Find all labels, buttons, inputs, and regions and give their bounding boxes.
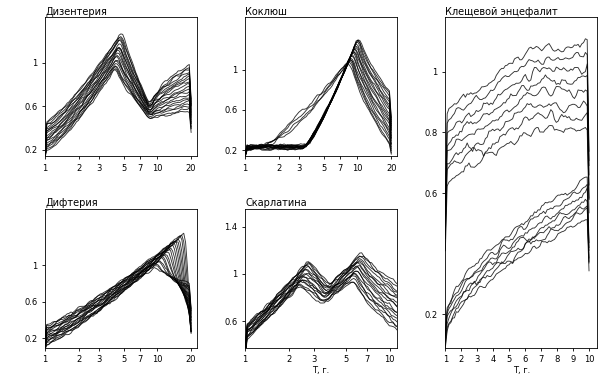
Text: Скарлатина: Скарлатина bbox=[245, 198, 307, 208]
Text: Дифтерия: Дифтерия bbox=[45, 198, 98, 208]
X-axis label: T, г.: T, г. bbox=[313, 366, 329, 374]
Text: Дизентерия: Дизентерия bbox=[45, 7, 107, 17]
Text: Клещевой энцефалит: Клещевой энцефалит bbox=[445, 7, 558, 17]
X-axis label: T, г.: T, г. bbox=[512, 366, 530, 374]
Text: Коклюш: Коклюш bbox=[245, 7, 287, 17]
